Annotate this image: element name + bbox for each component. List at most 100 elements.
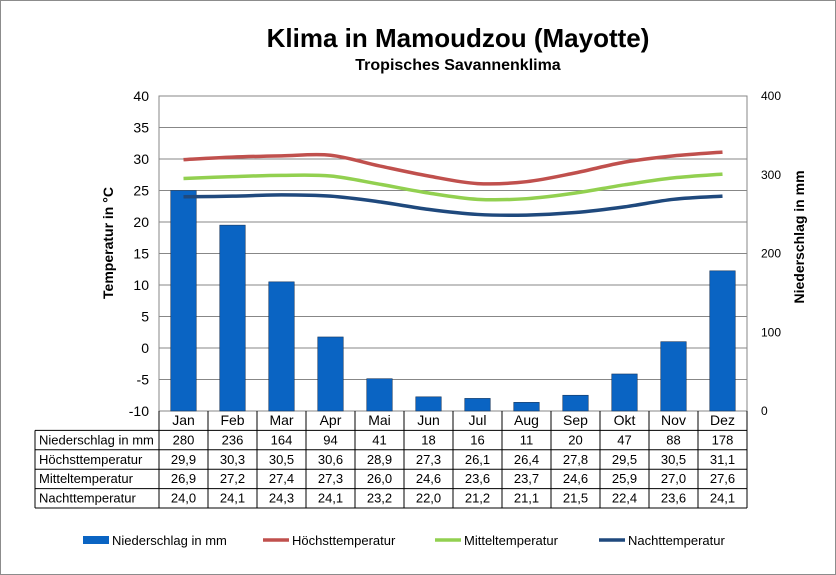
data-label: 27,4 xyxy=(269,471,294,486)
series-line-nachttemperatur xyxy=(183,193,723,218)
legend-label: Höchsttemperatur xyxy=(292,533,396,548)
y-tick-label: 35 xyxy=(133,120,149,136)
x-tick-label: Jun xyxy=(417,412,440,428)
data-label: 280 xyxy=(173,432,195,447)
data-label: 25,9 xyxy=(612,471,637,486)
data-label: 27,0 xyxy=(661,471,686,486)
x-tick-label: Mai xyxy=(368,412,391,428)
table-row-header: Mitteltemperatur xyxy=(39,471,134,486)
x-tick-label: Nov xyxy=(661,412,686,428)
y2-tick-label: 0 xyxy=(761,404,768,418)
data-label: 27,2 xyxy=(220,471,245,486)
data-label: 21,2 xyxy=(465,491,490,506)
data-label: 18 xyxy=(421,432,435,447)
legend-swatch xyxy=(83,536,109,544)
y-tick-label: 5 xyxy=(141,309,149,325)
data-label: 47 xyxy=(617,432,631,447)
y-tick-label: 30 xyxy=(133,151,149,167)
data-label: 164 xyxy=(271,432,293,447)
data-label: 24,1 xyxy=(318,491,343,506)
data-label: 16 xyxy=(470,432,484,447)
chart-title: Klima in Mamoudzou (Mayotte) xyxy=(266,23,650,53)
data-label: 24,6 xyxy=(563,471,588,486)
data-label: 20 xyxy=(568,432,582,447)
legend-label: Nachttemperatur xyxy=(628,533,725,548)
bar-feb xyxy=(219,224,246,412)
y-tick-label: -10 xyxy=(129,403,149,419)
data-label: 28,9 xyxy=(367,452,392,467)
data-label: 29,9 xyxy=(171,452,196,467)
data-label: 11 xyxy=(520,432,534,447)
data-label: 30,6 xyxy=(318,452,343,467)
y2-tick-label: 400 xyxy=(761,89,781,103)
data-label: 26,4 xyxy=(514,452,539,467)
data-label: 27,3 xyxy=(318,471,343,486)
data-label: 27,3 xyxy=(416,452,441,467)
data-label: 236 xyxy=(222,432,244,447)
data-label: 26,9 xyxy=(171,471,196,486)
data-label: 26,0 xyxy=(367,471,392,486)
bar-dez xyxy=(709,270,736,412)
y-tick-label: -5 xyxy=(137,372,150,388)
y2-tick-label: 100 xyxy=(761,325,781,339)
series-line-höchsttemperatur xyxy=(183,150,723,186)
bar-okt xyxy=(611,373,638,412)
legend-label: Mitteltemperatur xyxy=(464,533,559,548)
y-axis-label: Temperatur in °C xyxy=(100,187,116,299)
data-label: 29,5 xyxy=(612,452,637,467)
y-tick-label: 40 xyxy=(133,88,149,104)
bar-jan xyxy=(170,190,197,412)
bar-nov xyxy=(660,341,687,412)
data-label: 30,5 xyxy=(269,452,294,467)
data-label: 27,6 xyxy=(710,471,735,486)
y2-axis-label: Niederschlag in mm xyxy=(791,170,807,303)
data-label: 23,2 xyxy=(367,491,392,506)
y-tick-label: 10 xyxy=(133,277,149,293)
data-label: 23,6 xyxy=(465,471,490,486)
bar-apr xyxy=(317,336,344,412)
table-row-header: Höchsttemperatur xyxy=(39,452,143,467)
data-label: 30,3 xyxy=(220,452,245,467)
x-tick-label: Apr xyxy=(320,412,342,428)
data-label: 31,1 xyxy=(710,452,735,467)
data-label: 178 xyxy=(712,432,734,447)
x-tick-label: Okt xyxy=(614,412,636,428)
y-tick-label: 20 xyxy=(133,214,149,230)
data-label: 22,4 xyxy=(612,491,637,506)
data-label: 23,6 xyxy=(661,491,686,506)
data-label: 27,8 xyxy=(563,452,588,467)
bar-jun xyxy=(415,396,442,412)
x-tick-label: Dez xyxy=(710,412,735,428)
y-tick-label: 25 xyxy=(133,183,149,199)
bar-sep xyxy=(562,394,589,412)
legend-label: Niederschlag in mm xyxy=(112,533,227,548)
data-label: 26,1 xyxy=(465,452,490,467)
bar-mar xyxy=(268,281,295,412)
y2-tick-label: 200 xyxy=(761,247,781,261)
y-tick-label: 15 xyxy=(133,246,149,262)
data-label: 94 xyxy=(323,432,337,447)
x-tick-label: Sep xyxy=(563,412,588,428)
data-label: 24,0 xyxy=(171,491,196,506)
data-label: 88 xyxy=(666,432,680,447)
chart-subtitle: Tropisches Savannenklima xyxy=(355,57,561,74)
x-tick-label: Jul xyxy=(469,412,487,428)
data-label: 24,1 xyxy=(710,491,735,506)
data-label: 21,1 xyxy=(514,491,539,506)
data-label: 21,5 xyxy=(563,491,588,506)
bar-jul xyxy=(464,398,491,412)
data-label: 22,0 xyxy=(416,491,441,506)
data-label: 30,5 xyxy=(661,452,686,467)
x-tick-label: Jan xyxy=(172,412,195,428)
data-label: 24,6 xyxy=(416,471,441,486)
x-tick-label: Mar xyxy=(269,412,293,428)
table-row-header: Niederschlag in mm xyxy=(39,432,154,447)
data-label: 24,1 xyxy=(220,491,245,506)
data-label: 23,7 xyxy=(514,471,539,486)
data-label: 24,3 xyxy=(269,491,294,506)
data-label: 41 xyxy=(372,432,386,447)
bar-aug xyxy=(513,402,540,412)
y-tick-label: 0 xyxy=(141,340,149,356)
